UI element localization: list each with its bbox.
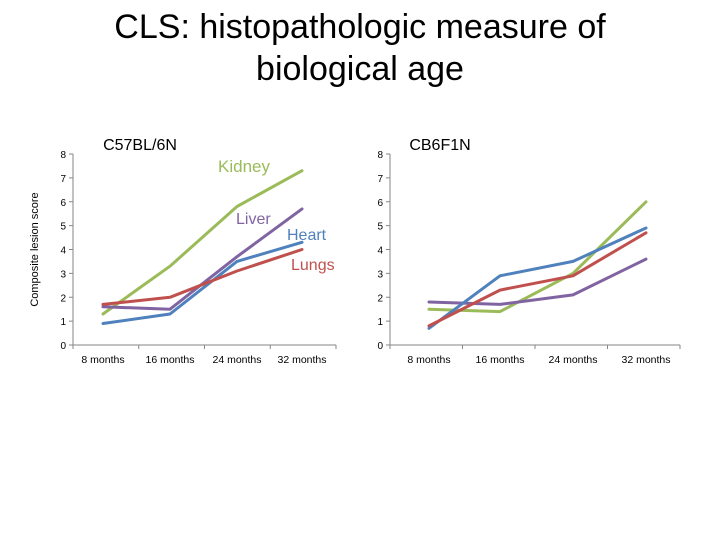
y-tick-label: 6 [60,198,66,209]
y-tick-label: 2 [377,293,383,304]
y-tick-label: 2 [60,293,66,304]
chart-2-title: CB6F1N [409,137,470,154]
series-label-lungs: Lungs [291,257,335,274]
series-line-heart [101,240,304,325]
y-tick-label: 1 [377,317,383,328]
series-line-lungs [101,248,304,306]
slide-title: CLS: histopathologic measure of biologic… [60,6,660,90]
x-tick-label: 32 months [621,354,670,366]
y-tick-label: 4 [60,246,66,257]
y-tick-label: 7 [377,174,383,185]
y-tick-label: 5 [377,222,383,233]
series-line-4 [427,231,648,328]
y-tick-label: 7 [60,174,66,185]
y-tick-label: 5 [60,222,66,233]
chart-2: CB6F1N 0 1 2 3 4 5 6 7 8 8 months 16 months 24 month… [377,137,681,366]
series-label-heart: Heart [287,227,327,244]
y-tick-label: 8 [60,150,66,161]
y-tick-label: 6 [377,198,383,209]
y-tick-label: 0 [60,341,66,352]
x-tick-label: 16 months [475,354,524,366]
x-tick-label: 8 months [407,354,450,366]
slide-title-line-2: biological age [256,50,464,88]
chart-1-title: C57BL/6N [103,137,177,154]
series-line-kidney [101,169,304,316]
x-tick-label: 24 months [548,354,597,366]
y-tick-label: 3 [60,269,66,280]
x-tick-label: 24 months [212,354,261,366]
y-tick-label: 8 [377,150,383,161]
slide-title-line-1: CLS: histopathologic measure of [114,8,606,46]
series-line-3 [427,226,648,330]
x-tick-label: 32 months [277,354,326,366]
y-axis-label: Composite lesion score [29,192,41,306]
y-tick-label: 4 [377,246,383,257]
series-line-1 [427,200,648,314]
x-tick-label: 16 months [145,354,194,366]
y-tick-label: 1 [60,317,66,328]
x-tick-label: 8 months [81,354,124,366]
series-label-kidney: Kidney [218,157,270,176]
y-tick-label: 0 [377,341,383,352]
series-label-liver: Liver [236,211,271,228]
y-tick-label: 3 [377,269,383,280]
chart-1: C57BL/6N Composite lesion score 0 1 2 3 4 5 6 7 8 8… [29,137,337,366]
